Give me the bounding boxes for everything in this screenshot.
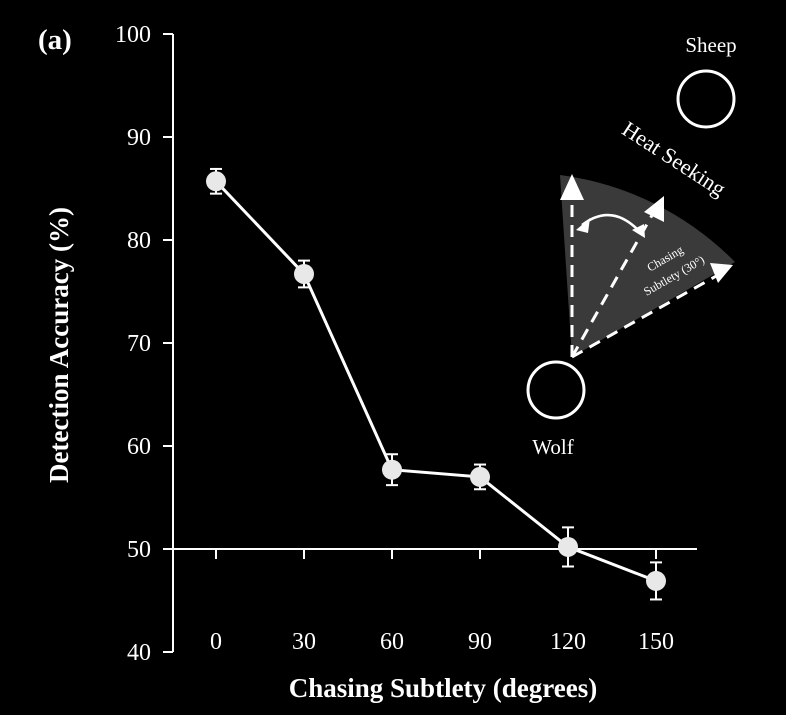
y-tick-label: 70	[127, 331, 151, 357]
axes	[172, 34, 697, 652]
data-point	[206, 171, 226, 192]
x-axis-label: Chasing Subtlety (degrees)	[289, 673, 598, 703]
direction-arrow-60deg	[571, 273, 719, 359]
y-tick-label: 80	[127, 228, 151, 254]
y-tick-label: 50	[127, 537, 151, 563]
y-tick-label: 40	[127, 640, 151, 666]
data-point	[470, 466, 490, 487]
data-point	[558, 536, 578, 557]
x-tick-label: 60	[380, 629, 404, 655]
y-tick-label: 100	[115, 22, 151, 48]
x-tick-label: 120	[550, 629, 586, 655]
data-point	[646, 570, 666, 591]
data-series	[206, 167, 666, 601]
wolf-label: Wolf	[532, 435, 573, 459]
data-point	[294, 263, 314, 284]
x-tick-label: 150	[638, 629, 674, 655]
x-tick-label: 30	[292, 629, 316, 655]
heat-seeking-label: Heat Seeking	[618, 116, 731, 201]
arrowhead-icon	[560, 174, 584, 200]
chase-illustration: Sheep Wolf Heat Seeking Chasing Subtlety…	[526, 33, 737, 459]
series-line	[214, 180, 657, 583]
arrowhead-icon	[710, 263, 733, 283]
x-tick-label: 90	[468, 629, 492, 655]
panel-label: (a)	[38, 24, 72, 56]
y-tick-label: 60	[127, 434, 151, 460]
arrowhead-icon	[644, 196, 664, 222]
y-axis-label: Detection Accuracy (%)	[44, 207, 74, 483]
ticks: 40 50 60 70 80 90 100 0 30 60 90 120 150	[115, 22, 674, 666]
heat-seeking-wedge	[560, 175, 735, 357]
sheep-circle	[676, 69, 736, 129]
arc-arrowhead-icon	[576, 218, 590, 233]
arc-arrowhead-icon	[632, 224, 645, 238]
wolf-circle	[526, 360, 586, 420]
data-point	[382, 459, 402, 480]
sheep-label: Sheep	[685, 33, 736, 57]
y-tick-label: 90	[127, 125, 151, 151]
x-tick-label: 0	[210, 629, 222, 655]
